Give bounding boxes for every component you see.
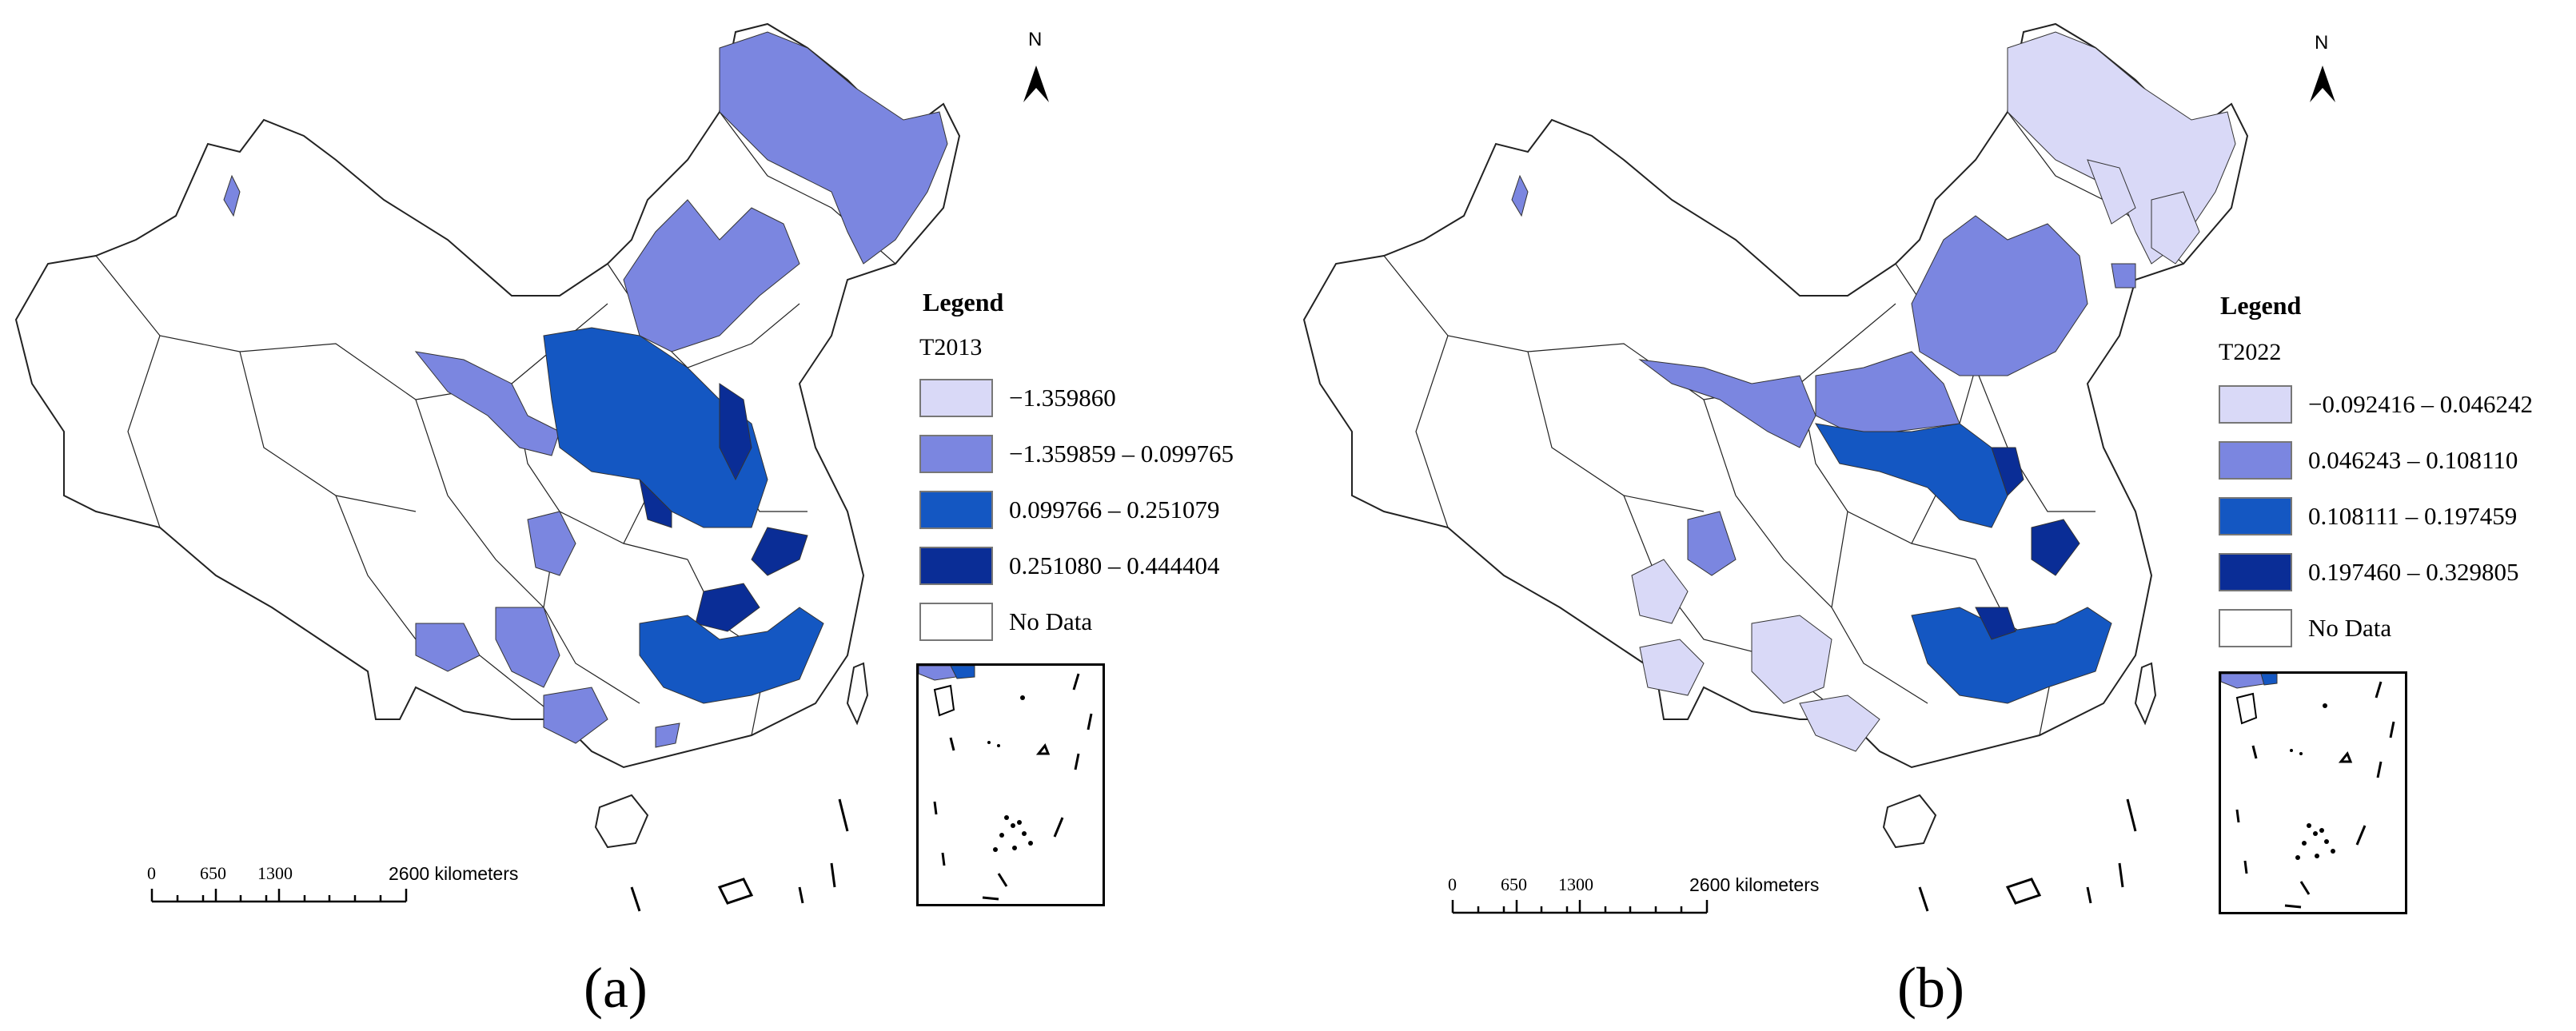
legend-label-2: −1.359859 – 0.099765	[1009, 440, 1234, 468]
legend-label-4: 0.197460 – 0.329805	[2308, 558, 2519, 586]
shaded-regions-a	[223, 31, 948, 748]
legend-title: Legend	[923, 288, 1004, 316]
inset-map	[2221, 674, 2395, 909]
north-label: N	[2315, 32, 2329, 54]
legend-swatch-1	[919, 379, 993, 417]
legend-field: T2022	[2219, 339, 2282, 365]
map-panel-b: N Legend T2022 −0.092416 – 0.046242 0.04…	[1288, 0, 2576, 1031]
legend-label-3: 0.108111 – 0.197459	[2308, 502, 2518, 530]
hainan-island	[594, 794, 649, 849]
south-china-sea-inset	[916, 663, 1105, 906]
panel-caption-b: (b)	[1897, 956, 1964, 1020]
north-label: N	[1028, 29, 1043, 50]
legend-swatch-4	[2219, 553, 2292, 591]
legend-label-2: 0.046243 – 0.108110	[2308, 446, 2518, 474]
taiwan-island	[2134, 662, 2157, 726]
scale-tick-650: 650	[200, 863, 226, 883]
scale-tick-1300: 1300	[257, 863, 293, 883]
china-map-b	[1302, 22, 2335, 914]
legend-swatch-3	[2219, 497, 2292, 535]
scale-tick-650: 650	[1501, 874, 1527, 894]
legend-swatch-3	[919, 491, 993, 529]
legend-label-5: No Data	[2308, 614, 2392, 642]
north-arrow-icon	[2310, 66, 2335, 102]
scale-tick-0: 0	[1448, 874, 1457, 894]
legend-label-1: −1.359860	[1009, 384, 1116, 412]
legend-swatch-1	[2219, 385, 2292, 424]
panel-caption-a: (a)	[584, 956, 648, 1020]
shaded-regions-b	[1511, 31, 2236, 752]
legend-swatch-2	[919, 435, 993, 473]
south-china-sea-inset	[2219, 671, 2407, 914]
legend-label-1: −0.092416 – 0.046242	[2308, 390, 2533, 418]
scale-bar-b	[1451, 900, 1709, 914]
legend-swatch-4	[919, 547, 993, 585]
scale-tick-2600: 2600 kilometers	[389, 863, 519, 884]
hainan-island	[1882, 794, 1937, 849]
legend-swatch-5	[919, 603, 993, 641]
scale-tick-0: 0	[147, 863, 156, 883]
legend-swatch-2	[2219, 441, 2292, 480]
legend-label-5: No Data	[1009, 607, 1093, 635]
legend-field: T2013	[919, 334, 983, 360]
china-map-a	[14, 22, 1049, 912]
scale-tick-2600: 2600 kilometers	[1689, 874, 1820, 895]
taiwan-island	[846, 662, 869, 726]
scale-bar-a	[150, 889, 408, 903]
legend-label-4: 0.251080 – 0.444404	[1009, 551, 1220, 579]
legend-title: Legend	[2220, 291, 2302, 320]
south-sea-islands	[630, 798, 849, 912]
legend-swatch-5	[2219, 609, 2292, 647]
inset-map	[919, 666, 1093, 901]
map-panel-a: N Legend T2013 −1.359860 −1.359859 – 0.0…	[14, 22, 1234, 1020]
scale-tick-1300: 1300	[1558, 874, 1593, 894]
north-arrow-icon	[1023, 66, 1049, 102]
south-sea-islands	[1918, 798, 2137, 912]
legend-label-3: 0.099766 – 0.251079	[1009, 496, 1220, 523]
